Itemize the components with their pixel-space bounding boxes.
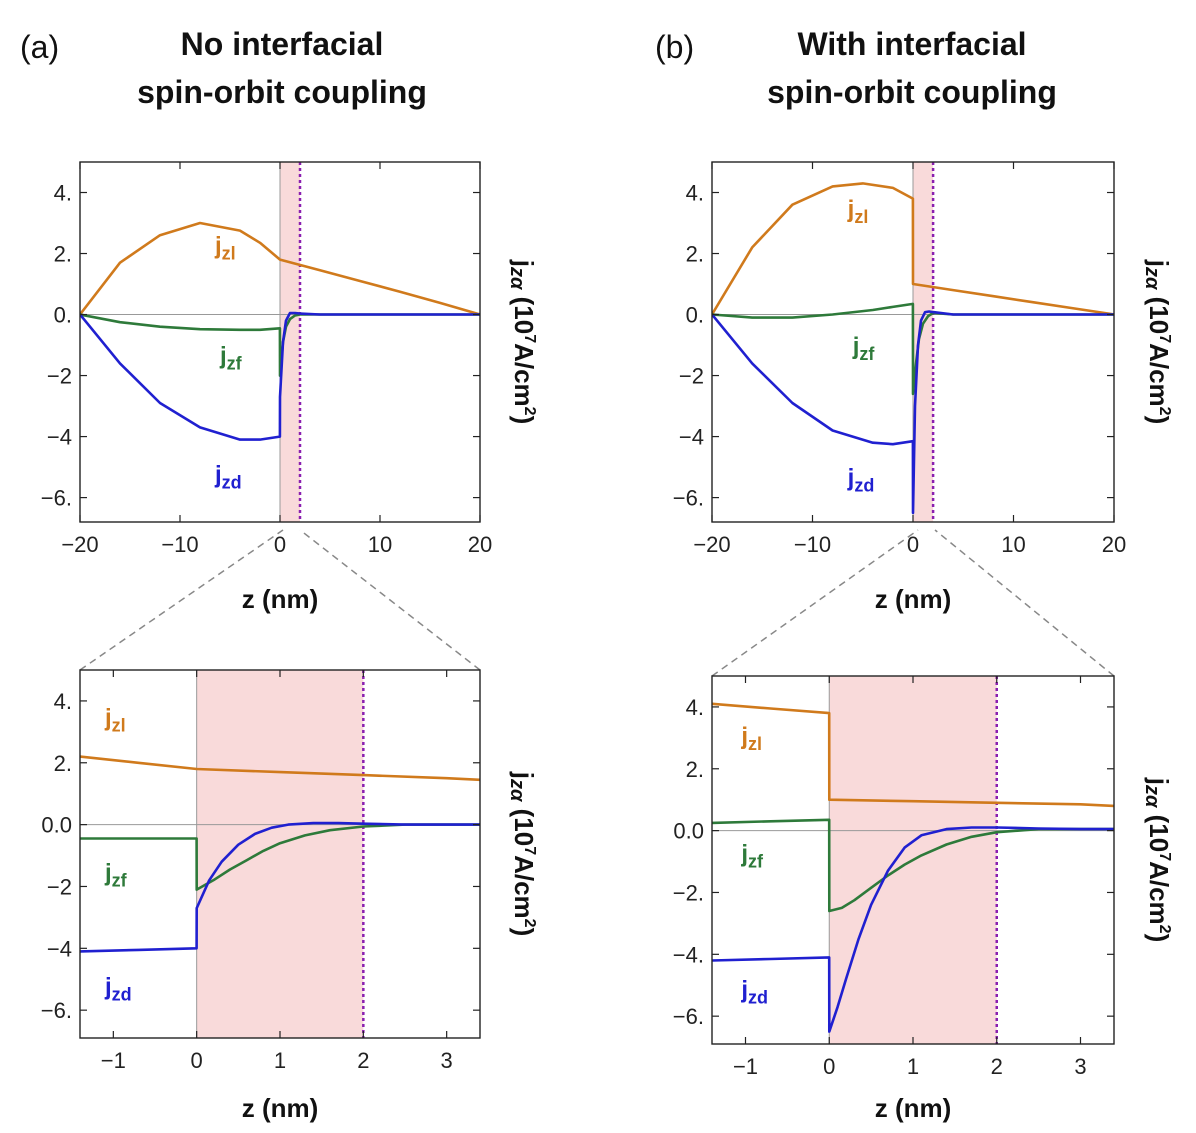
y-axis-label: jzα (107A/cm2) [506, 771, 539, 937]
y-tick-label: 4. [54, 689, 72, 714]
x-tick-label: −20 [61, 532, 98, 557]
series-jzd [712, 826, 1114, 1033]
interface-region [913, 162, 934, 522]
x-tick-label: 20 [468, 532, 492, 557]
zoom-connector-a-left [79, 529, 284, 671]
x-tick-label: 3 [1074, 1054, 1086, 1079]
series-label-jzd: jzd [847, 464, 875, 495]
panel-b-label: (b) [655, 29, 694, 65]
y-tick-label: 4. [54, 181, 72, 206]
x-tick-label: 20 [1102, 532, 1126, 557]
x-tick-label: −20 [693, 532, 730, 557]
y-tick-label: −2 [679, 364, 704, 389]
x-tick-label: 0 [191, 1048, 203, 1073]
x-axis-label: z (nm) [242, 584, 319, 614]
panel-a-label: (a) [20, 29, 59, 65]
series-jzl [80, 221, 480, 316]
panel-a-title-line1: No interfacial [181, 26, 384, 62]
y-tick-label: 2. [686, 757, 704, 782]
series-jzl [712, 702, 1114, 808]
x-axis-label: z (nm) [875, 1093, 952, 1123]
y-tick-label: 2. [686, 242, 704, 267]
interface-region [280, 162, 300, 522]
zoom-connector-b-right [934, 529, 1115, 677]
x-tick-label: 2 [991, 1054, 1003, 1079]
series-jzd [80, 821, 480, 953]
x-tick-label: 1 [907, 1054, 919, 1079]
series-label-jzf: jzf [219, 342, 243, 373]
series-jzd [80, 311, 480, 441]
chart-a-bottom: jzl jzf jzd −1 0 1 2 3 4. 2. 0.0 −2 −4 −6. z (nm) jzα (… [41, 669, 539, 1123]
y-tick-label: −6. [41, 998, 72, 1023]
series-jzf [712, 818, 1114, 913]
series-label-jzf: jzf [740, 841, 764, 872]
y-tick-label: 2. [54, 751, 72, 776]
interface-region [196, 670, 364, 1038]
y-tick-label: 0. [686, 303, 704, 328]
x-tick-label: 2 [357, 1048, 369, 1073]
y-axis-label: jzα (107A/cm2) [1141, 777, 1174, 943]
y-tick-label: 0. [54, 303, 72, 328]
x-tick-label: 1 [274, 1048, 286, 1073]
y-tick-label: 4. [686, 181, 704, 206]
series-label-jzd: jzd [214, 461, 242, 492]
series-label-jzl: jzl [214, 233, 236, 264]
x-tick-label: −10 [161, 532, 198, 557]
y-axis-label: jzα (107A/cm2) [506, 259, 539, 425]
y-tick-label: −6. [41, 486, 72, 511]
series-label-jzd: jzd [104, 974, 132, 1005]
y-tick-label: −4 [47, 936, 72, 961]
chart-b-top: jzl jzf jzd −20 −10 0 10 20 4. 2. 0. −2 −4 −6. z (nm) j… [673, 161, 1174, 614]
x-axis-label: z (nm) [242, 1093, 319, 1123]
x-tick-label: 10 [368, 532, 392, 557]
y-tick-label: −4. [673, 942, 704, 967]
panel-b-title-line2: spin-orbit coupling [767, 74, 1057, 110]
x-tick-label: −10 [794, 532, 831, 557]
chart-a-top: jzl jzf jzd −20 −10 0 10 20 4. 2. 0. −2 −4 −6. z (nm) j… [41, 161, 539, 614]
chart-b-bottom: jzl jzf jzd −1 0 1 2 3 4. 2. 0.0 −2. −4. −6. z (nm) jzα… [673, 675, 1174, 1123]
y-tick-label: −2 [47, 364, 72, 389]
series-label-jzl: jzl [740, 723, 762, 754]
zoom-connector-a-right [299, 529, 481, 671]
x-axis-label: z (nm) [875, 584, 952, 614]
y-tick-label: −2 [47, 874, 72, 899]
y-tick-label: 4. [686, 695, 704, 720]
series-jzl [80, 755, 480, 782]
y-tick-label: −4 [679, 425, 704, 450]
x-tick-label: 3 [441, 1048, 453, 1073]
y-tick-label: 0.0 [673, 819, 704, 844]
x-tick-label: −1 [101, 1048, 126, 1073]
y-tick-label: −6. [673, 486, 704, 511]
x-tick-label: 0 [823, 1054, 835, 1079]
panel-a-title-line2: spin-orbit coupling [137, 74, 427, 110]
x-tick-label: 0 [907, 532, 919, 557]
series-label-jzf: jzf [104, 859, 128, 890]
series-label-jzf: jzf [852, 333, 876, 364]
zoom-connector-b-left [711, 529, 919, 677]
series-jzf [712, 302, 1114, 396]
x-tick-label: 0 [274, 532, 286, 557]
series-label-jzl: jzl [847, 196, 869, 227]
x-tick-label: −1 [733, 1054, 758, 1079]
y-tick-label: −4 [47, 425, 72, 450]
y-tick-label: −6. [673, 1004, 704, 1029]
y-tick-label: 0.0 [41, 813, 72, 838]
y-tick-label: −2. [673, 880, 704, 905]
series-label-jzd: jzd [740, 977, 768, 1008]
series-jzl [712, 182, 1114, 316]
panel-b-title-line1: With interfacial [797, 26, 1026, 62]
x-tick-label: 10 [1001, 532, 1025, 557]
y-axis-label: jzα (107A/cm2) [1141, 259, 1174, 425]
y-tick-label: 2. [54, 242, 72, 267]
series-jzd [712, 310, 1114, 515]
series-label-jzl: jzl [104, 705, 126, 736]
